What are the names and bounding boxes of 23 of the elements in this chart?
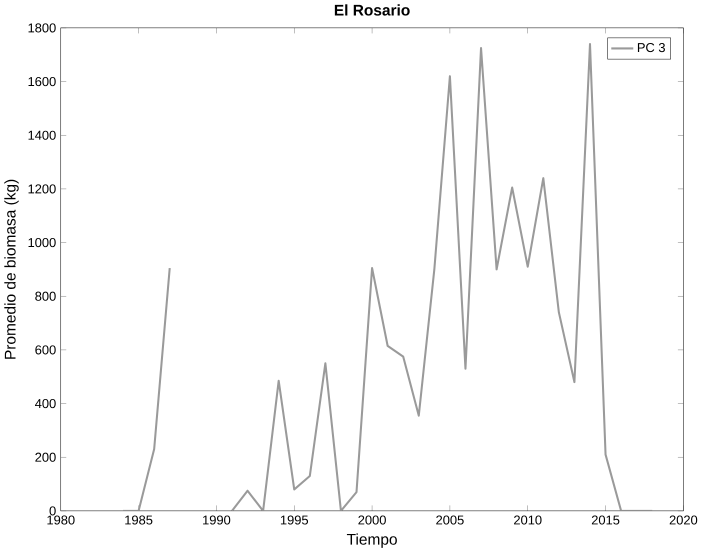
x-tick-label: 1995 <box>280 515 308 525</box>
x-tick-label: 2005 <box>436 515 464 525</box>
y-tick-label: 200 <box>35 452 56 462</box>
x-tick-label: 2010 <box>514 515 542 525</box>
chart-title: El Rosario <box>334 4 410 16</box>
y-tick-label: 800 <box>35 292 56 301</box>
y-axis-title: Promedio de biomasa (kg) <box>4 180 19 359</box>
y-tick-label: 0 <box>50 506 56 516</box>
y-tick-label: 1200 <box>28 184 56 194</box>
y-tick-label: 1400 <box>28 130 56 140</box>
y-tick-label: 600 <box>35 345 56 354</box>
x-tick-label: 2020 <box>670 515 698 525</box>
x-tick-label: 1990 <box>203 515 230 525</box>
x-tick-label: 1980 <box>47 515 75 525</box>
y-tick-label: 400 <box>35 398 56 408</box>
y-tick-label: 1600 <box>28 76 56 86</box>
y-tick-label: 1000 <box>28 238 56 248</box>
x-tick-label: 1985 <box>125 515 152 525</box>
legend-label: PC 3 <box>638 42 665 52</box>
y-tick-label: 1800 <box>28 23 56 32</box>
x-tick-label: 2015 <box>592 515 620 525</box>
x-axis-title: Tiempo <box>346 533 397 548</box>
x-tick-label: 2000 <box>358 515 386 525</box>
